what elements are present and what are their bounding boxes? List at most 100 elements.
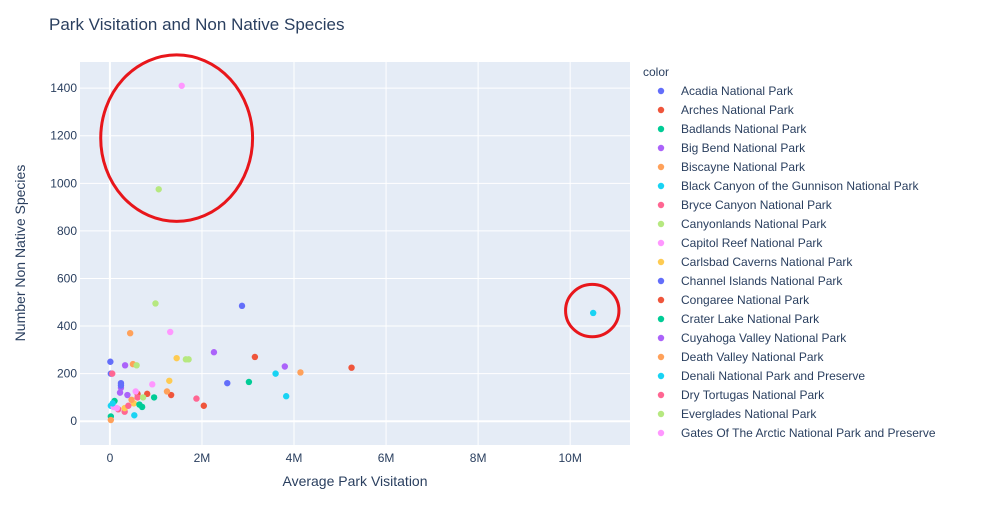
legend-label: Cuyahoga Valley National Park bbox=[681, 331, 847, 345]
data-point bbox=[251, 353, 259, 361]
legend-item[interactable]: Denali National Park and Preserve bbox=[657, 369, 866, 383]
legend-marker bbox=[657, 391, 665, 399]
legend-item[interactable]: Capitol Reef National Park bbox=[657, 236, 824, 250]
data-point bbox=[126, 329, 134, 337]
legend-marker bbox=[657, 220, 665, 228]
y-tick-label: 600 bbox=[57, 271, 77, 285]
legend-marker bbox=[657, 144, 665, 152]
legend-marker bbox=[657, 201, 665, 209]
legend-label: Dry Tortugas National Park bbox=[681, 388, 825, 402]
legend-marker bbox=[657, 182, 665, 190]
legend-label: Crater Lake National Park bbox=[681, 312, 820, 326]
data-point bbox=[281, 363, 289, 370]
legend-label: Biscayne National Park bbox=[681, 160, 806, 174]
legend-item[interactable]: Biscayne National Park bbox=[657, 160, 806, 174]
legend-item[interactable]: Carlsbad Caverns National Park bbox=[657, 255, 854, 269]
data-point bbox=[125, 402, 132, 409]
y-tick-label: 800 bbox=[57, 224, 77, 238]
data-point bbox=[113, 404, 121, 412]
legend-label: Death Valley National Park bbox=[681, 350, 825, 364]
legend-label: Everglades National Park bbox=[681, 407, 817, 421]
legend-marker bbox=[657, 410, 665, 418]
legend-marker bbox=[657, 258, 665, 266]
plot-area bbox=[80, 62, 630, 445]
legend-item[interactable]: Badlands National Park bbox=[657, 122, 808, 136]
legend-marker bbox=[657, 353, 665, 361]
data-point bbox=[121, 362, 129, 369]
data-point bbox=[124, 391, 131, 399]
data-point bbox=[136, 401, 143, 408]
legend-marker bbox=[657, 239, 665, 247]
legend-marker bbox=[657, 429, 665, 437]
legend-marker bbox=[657, 106, 665, 114]
data-point bbox=[200, 402, 208, 409]
y-tick-label: 400 bbox=[57, 319, 77, 333]
data-point bbox=[152, 300, 159, 307]
chart-title: Park Visitation and Non Native Species bbox=[49, 15, 344, 34]
y-tick-label: 0 bbox=[70, 414, 77, 428]
legend-marker bbox=[657, 372, 665, 380]
x-tick-label: 6M bbox=[378, 451, 395, 465]
y-tick-label: 200 bbox=[57, 367, 77, 381]
legend-label: Badlands National Park bbox=[681, 122, 807, 136]
legend-item[interactable]: Big Bend National Park bbox=[657, 141, 806, 155]
legend-item[interactable]: Death Valley National Park bbox=[657, 350, 825, 364]
legend-marker bbox=[657, 87, 665, 95]
data-point bbox=[193, 395, 200, 402]
legend-item[interactable]: Channel Islands National Park bbox=[657, 274, 844, 288]
data-point bbox=[109, 400, 116, 407]
legend-title: color bbox=[643, 65, 669, 79]
x-tick-label: 4M bbox=[286, 451, 303, 465]
legend-item[interactable]: Acadia National Park bbox=[657, 84, 794, 98]
grid-lines bbox=[80, 62, 630, 445]
y-tick-label: 1400 bbox=[50, 81, 77, 95]
data-point bbox=[132, 388, 139, 395]
x-tick-label: 0 bbox=[107, 451, 114, 465]
legend-label: Congaree National Park bbox=[681, 293, 810, 307]
legend-item[interactable]: Everglades National Park bbox=[657, 407, 818, 421]
legend-item[interactable]: Bryce Canyon National Park bbox=[657, 198, 833, 212]
data-point bbox=[150, 394, 158, 401]
x-axis-ticks: 0 2M 4M 6M 8M 10M bbox=[107, 451, 582, 465]
data-point bbox=[282, 393, 290, 400]
data-point bbox=[117, 382, 125, 389]
data-point bbox=[589, 309, 597, 317]
legend-item[interactable]: Dry Tortugas National Park bbox=[657, 388, 825, 402]
legend-item[interactable]: Canyonlands National Park bbox=[657, 217, 828, 231]
legend-item[interactable]: Arches National Park bbox=[657, 103, 795, 117]
data-point bbox=[210, 349, 218, 356]
legend-marker bbox=[657, 315, 665, 323]
y-tick-label: 1000 bbox=[50, 176, 77, 190]
legend-label: Gates Of The Arctic National Park and Pr… bbox=[681, 426, 936, 440]
legend-marker bbox=[657, 334, 665, 342]
data-point bbox=[238, 302, 246, 310]
data-point bbox=[143, 390, 151, 398]
legend-item[interactable]: Gates Of The Arctic National Park and Pr… bbox=[657, 426, 936, 440]
data-point bbox=[167, 328, 174, 336]
legend-marker bbox=[657, 163, 665, 171]
legend-item[interactable]: Cuyahoga Valley National Park bbox=[657, 331, 847, 345]
data-point bbox=[131, 412, 138, 419]
data-point bbox=[297, 369, 304, 376]
legend-marker bbox=[657, 296, 665, 304]
data-point bbox=[155, 186, 162, 193]
annotation-circle bbox=[99, 53, 255, 223]
data-point bbox=[173, 354, 180, 362]
data-point bbox=[166, 377, 173, 384]
legend-item[interactable]: Black Canyon of the Gunnison National Pa… bbox=[657, 179, 920, 193]
x-tick-label: 8M bbox=[470, 451, 487, 465]
legend-label: Carlsbad Caverns National Park bbox=[681, 255, 853, 269]
data-point bbox=[107, 358, 114, 365]
legend-label: Channel Islands National Park bbox=[681, 274, 843, 288]
data-point bbox=[149, 381, 156, 388]
legend-marker bbox=[657, 277, 665, 285]
legend-item[interactable]: Crater Lake National Park bbox=[657, 312, 820, 326]
legend[interactable]: Acadia National Park Arches National Park… bbox=[657, 84, 936, 440]
legend-item[interactable]: Congaree National Park bbox=[657, 293, 810, 307]
data-point bbox=[245, 378, 253, 386]
x-tick-label: 2M bbox=[194, 451, 211, 465]
data-point bbox=[167, 391, 175, 399]
data-point bbox=[348, 364, 355, 371]
legend-label: Arches National Park bbox=[681, 103, 795, 117]
